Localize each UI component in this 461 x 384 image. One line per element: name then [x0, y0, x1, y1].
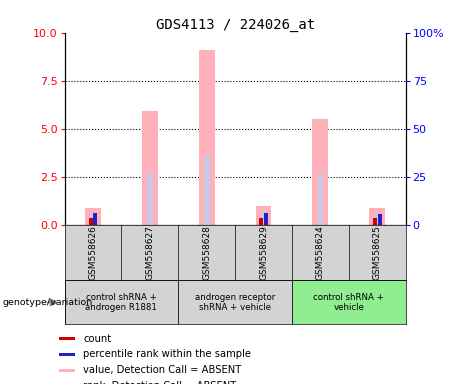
- Text: GSM558629: GSM558629: [259, 225, 268, 280]
- Bar: [90, 213, 96, 225]
- Bar: [264, 213, 268, 225]
- Bar: [147, 173, 153, 225]
- Bar: [199, 50, 215, 225]
- Text: GSM558628: GSM558628: [202, 225, 211, 280]
- Bar: [292, 280, 406, 324]
- Bar: [59, 337, 75, 340]
- Bar: [255, 207, 272, 225]
- Text: androgen receptor
shRNA + vehicle: androgen receptor shRNA + vehicle: [195, 293, 275, 312]
- Bar: [318, 173, 323, 225]
- Text: GSM558626: GSM558626: [89, 225, 97, 280]
- Text: genotype/variation: genotype/variation: [2, 298, 93, 307]
- Bar: [313, 119, 328, 225]
- Text: control shRNA +
androgen R1881: control shRNA + androgen R1881: [85, 293, 157, 312]
- Bar: [261, 211, 266, 225]
- Text: GSM558627: GSM558627: [145, 225, 154, 280]
- Bar: [89, 218, 93, 225]
- Text: count: count: [83, 334, 112, 344]
- Text: control shRNA +
vehicle: control shRNA + vehicle: [313, 293, 384, 312]
- Bar: [378, 214, 382, 225]
- Bar: [59, 353, 75, 356]
- Text: rank, Detection Call = ABSENT: rank, Detection Call = ABSENT: [83, 381, 236, 384]
- Bar: [65, 280, 178, 324]
- Bar: [59, 369, 75, 372]
- Title: GDS4113 / 224026_at: GDS4113 / 224026_at: [155, 18, 315, 31]
- Text: value, Detection Call = ABSENT: value, Detection Call = ABSENT: [83, 365, 242, 375]
- Bar: [369, 209, 385, 225]
- Bar: [204, 156, 209, 225]
- Bar: [178, 280, 292, 324]
- Text: GSM558624: GSM558624: [316, 225, 325, 280]
- Bar: [94, 213, 97, 225]
- Bar: [373, 218, 377, 225]
- Text: GSM558625: GSM558625: [373, 225, 382, 280]
- Bar: [259, 218, 263, 225]
- Text: percentile rank within the sample: percentile rank within the sample: [83, 349, 251, 359]
- Bar: [374, 214, 380, 225]
- Bar: [142, 111, 158, 225]
- Bar: [85, 209, 101, 225]
